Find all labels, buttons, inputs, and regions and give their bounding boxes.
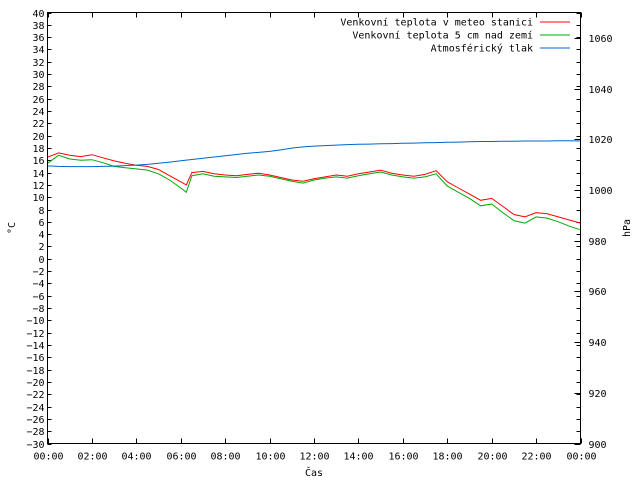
axis-ticks: −30−28−26−24−22−20−18−16−14−12−10−8−6−4−… [26, 9, 612, 463]
y-tick-label: −10 [26, 316, 44, 327]
y2-tick-label: 960 [589, 287, 607, 298]
y2-tick-label: 1000 [589, 186, 613, 197]
y-tick-label: 8 [38, 206, 44, 217]
y2-tick-label: 900 [589, 440, 607, 451]
y-tick-label: −6 [32, 292, 44, 303]
y-tick-label: 16 [32, 156, 44, 167]
y-tick-label: 24 [32, 107, 44, 118]
y-tick-label: 30 [32, 70, 44, 81]
y-tick-label: 18 [32, 144, 44, 155]
y-tick-label: −26 [26, 415, 44, 426]
y2-tick-label: 1020 [589, 135, 613, 146]
y-tick-label: 22 [32, 119, 44, 130]
y-tick-label: −14 [26, 341, 44, 352]
plot-frame [47, 12, 581, 444]
y-tick-label: 38 [32, 21, 44, 32]
y-tick-label: 14 [32, 169, 44, 180]
x-tick-label: 12:00 [299, 452, 329, 463]
y-tick-label: −4 [32, 279, 44, 290]
y-tick-label: −28 [26, 427, 44, 438]
y2-tick-label: 980 [589, 237, 607, 248]
y-tick-label: −16 [26, 353, 44, 364]
y-tick-label: 2 [38, 242, 44, 253]
y-axis-label-left: °C [7, 222, 18, 234]
y-tick-label: −12 [26, 329, 44, 340]
x-tick-label: 00:00 [33, 452, 63, 463]
x-tick-label: 04:00 [121, 452, 151, 463]
x-tick-label: 22:00 [521, 452, 551, 463]
legend-label-3: Atmosférický tlak [431, 43, 533, 55]
y-tick-label: −18 [26, 366, 44, 377]
y-tick-label: −24 [26, 403, 44, 414]
y-tick-label: 26 [32, 95, 44, 106]
x-tick-label: 14:00 [343, 452, 373, 463]
y-tick-label: 32 [32, 58, 44, 69]
x-tick-label: 10:00 [255, 452, 285, 463]
y-tick-label: −30 [26, 440, 44, 451]
series-line-1 [47, 152, 581, 224]
y-tick-label: 10 [32, 193, 44, 204]
y2-tick-label: 1040 [589, 85, 613, 96]
y-tick-label: 28 [32, 82, 44, 93]
y2-tick-label: 920 [589, 389, 607, 400]
x-tick-label: 06:00 [166, 452, 196, 463]
x-tick-label: 18:00 [432, 452, 462, 463]
y-axis-label-right: hPa [622, 219, 633, 237]
y-tick-label: 6 [38, 218, 44, 229]
series-line-3 [47, 140, 581, 168]
y-tick-label: 34 [32, 45, 44, 56]
y2-tick-label: 1060 [589, 34, 613, 45]
x-tick-label: 16:00 [388, 452, 418, 463]
y-tick-label: 20 [32, 132, 44, 143]
y-tick-label: 40 [32, 9, 44, 20]
y-tick-label: −22 [26, 390, 44, 401]
y-tick-label: −8 [32, 304, 44, 315]
series-line-2 [47, 154, 581, 231]
x-tick-label: 08:00 [210, 452, 240, 463]
y-tick-label: 12 [32, 181, 44, 192]
y2-tick-label: 940 [589, 338, 607, 349]
y-tick-label: 0 [38, 255, 44, 266]
y-tick-label: 4 [38, 230, 44, 241]
legend-label-2: Venkovní teplota 5 cm nad zemí [352, 30, 533, 42]
legend: Venkovní teplota v meteo staniciVenkovní… [340, 17, 570, 55]
x-tick-label: 00:00 [566, 452, 596, 463]
y-tick-label: 36 [32, 33, 44, 44]
x-tick-label: 02:00 [77, 452, 107, 463]
x-tick-label: 20:00 [477, 452, 507, 463]
x-axis-label: Čas [305, 466, 323, 479]
legend-label-1: Venkovní teplota v meteo stanici [340, 17, 533, 29]
plot-series [47, 140, 581, 231]
y-tick-label: −20 [26, 378, 44, 389]
y-tick-label: −2 [32, 267, 44, 278]
